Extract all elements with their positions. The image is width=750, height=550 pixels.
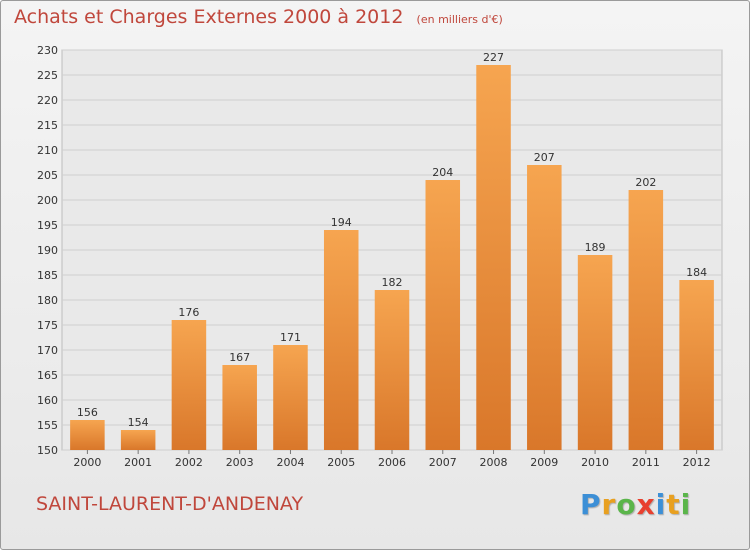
x-tick-label: 2003 (226, 456, 254, 469)
y-tick-label: 175 (37, 319, 58, 332)
bar (425, 180, 461, 450)
x-tick-label: 2008 (480, 456, 508, 469)
logo-letter: o (616, 488, 637, 521)
bar-value-label: 227 (483, 51, 504, 64)
bar-value-label: 176 (178, 306, 199, 319)
logo-letter: t (666, 488, 681, 521)
y-tick-label: 180 (37, 294, 58, 307)
y-tick-label: 200 (37, 194, 58, 207)
chart-title: Achats et Charges Externes 2000 à 2012 (14, 6, 404, 28)
logo-letter: r (601, 488, 617, 521)
y-tick-label: 190 (37, 244, 58, 257)
x-tick-label: 2004 (276, 456, 304, 469)
bar-value-label: 182 (382, 276, 403, 289)
bar (323, 230, 359, 450)
y-tick-label: 215 (37, 119, 58, 132)
bar (70, 420, 105, 450)
bar (527, 165, 562, 450)
x-tick-label: 2000 (73, 456, 101, 469)
bar (476, 65, 511, 450)
bar-value-label: 167 (229, 351, 250, 364)
y-tick-label: 230 (37, 44, 58, 57)
y-tick-label: 165 (37, 369, 58, 382)
bar (120, 430, 156, 450)
bar-value-label: 189 (585, 241, 606, 254)
y-tick-label: 160 (37, 394, 58, 407)
commune-name: SAINT-LAURENT-D'ANDENAY (36, 493, 304, 515)
y-tick-label: 195 (37, 219, 58, 232)
bar (679, 280, 714, 450)
proxiti-logo: Proxiti (580, 488, 691, 521)
bar (628, 190, 664, 450)
bar-value-label: 184 (686, 266, 707, 279)
x-axis: 2000 2001 2002 2003 2004 2005 2006 2007 2008 2009… (73, 450, 711, 469)
x-tick-label: 2001 (124, 456, 152, 469)
y-axis: 150 155 160 165 170 175 180 185 190 195 200 205 210 2… (37, 44, 58, 457)
x-tick-label: 2011 (632, 456, 660, 469)
chart-subtitle: (en milliers d'€) (416, 13, 503, 26)
y-tick-label: 150 (37, 444, 58, 457)
y-tick-label: 205 (37, 169, 58, 182)
y-tick-label: 220 (37, 94, 58, 107)
x-tick-label: 2007 (429, 456, 457, 469)
y-tick-label: 210 (37, 144, 58, 157)
bars: 156 154 176 167 171 194 182 204 227 207 189 202 184 (70, 51, 714, 450)
bar (171, 320, 207, 450)
logo-letter: P (580, 488, 602, 521)
x-tick-label: 2002 (175, 456, 203, 469)
logo-letter: x (636, 488, 656, 521)
bar-value-label: 194 (331, 216, 352, 229)
bar (374, 290, 410, 450)
x-tick-label: 2010 (581, 456, 609, 469)
x-tick-label: 2005 (327, 456, 355, 469)
x-tick-label: 2009 (530, 456, 558, 469)
logo-letter: i (655, 488, 667, 521)
chart-title-block: Achats et Charges Externes 2000 à 2012 (… (14, 6, 503, 28)
bar (222, 365, 257, 450)
bar-value-label: 204 (432, 166, 453, 179)
bar-value-label: 171 (280, 331, 301, 344)
bar-value-label: 207 (534, 151, 555, 164)
bar-value-label: 156 (77, 406, 98, 419)
x-tick-label: 2006 (378, 456, 406, 469)
bar-value-label: 154 (128, 416, 149, 429)
y-tick-label: 225 (37, 69, 58, 82)
x-tick-label: 2012 (683, 456, 711, 469)
bar-value-label: 202 (635, 176, 656, 189)
logo-letter: i (680, 488, 692, 521)
bar (273, 345, 308, 450)
y-tick-label: 155 (37, 419, 58, 432)
y-tick-label: 185 (37, 269, 58, 282)
y-tick-label: 170 (37, 344, 58, 357)
bar (577, 255, 613, 450)
